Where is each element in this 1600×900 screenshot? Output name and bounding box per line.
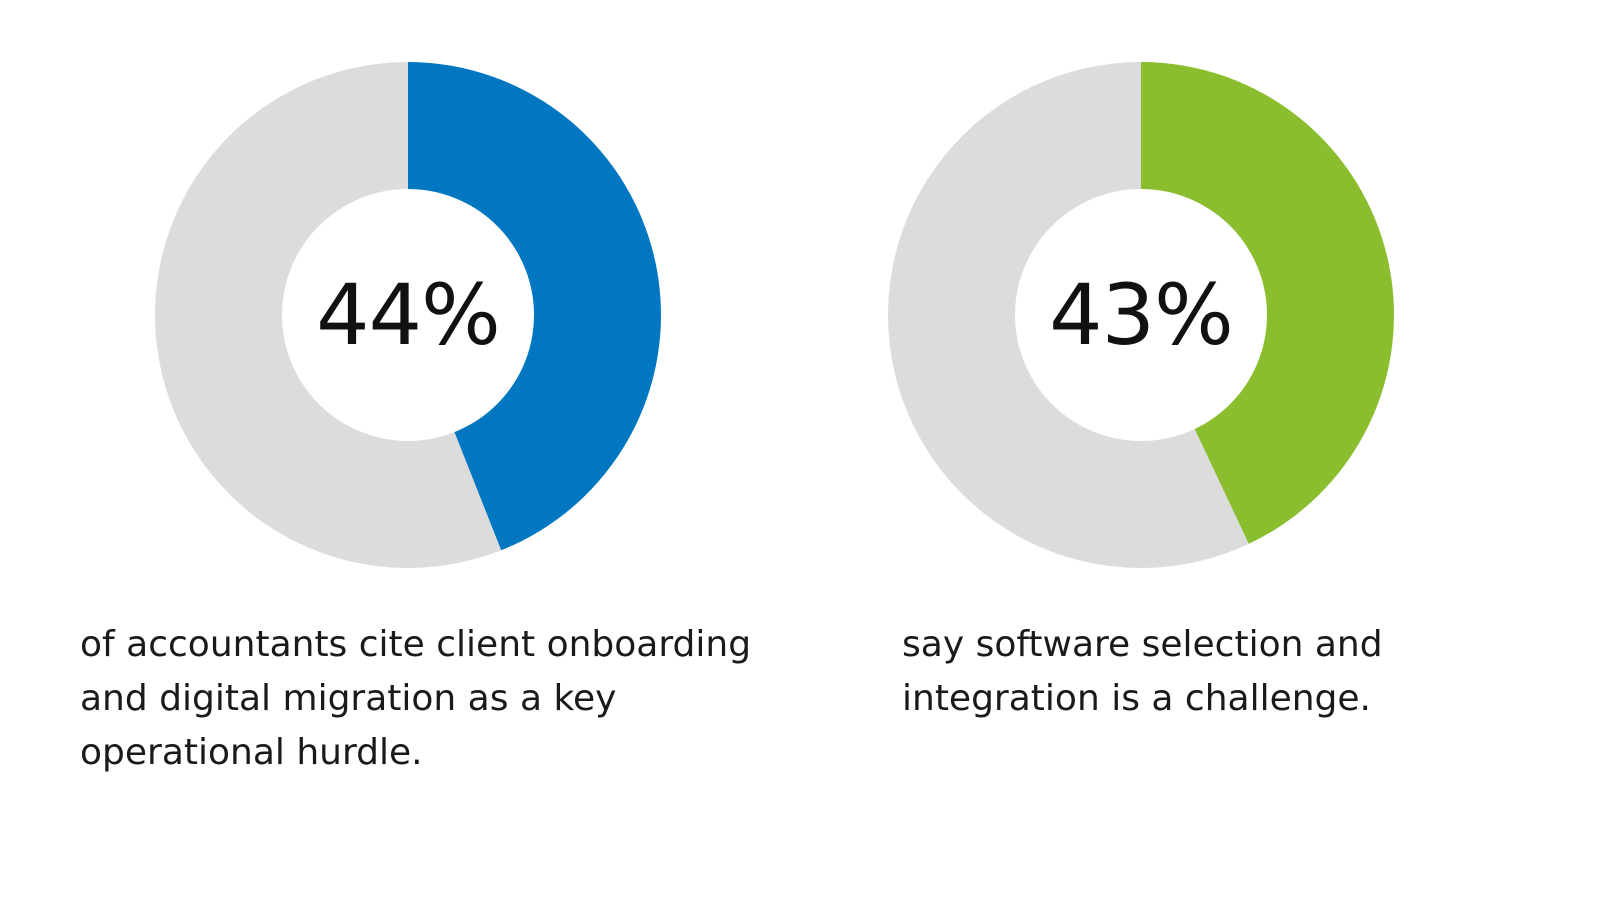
donut-chart-svg [888,62,1394,568]
donut-slice-value [1141,62,1394,544]
donut-slice-value [408,62,662,551]
donut-slice-remainder [155,62,502,568]
stat-caption: of accountants cite client onboarding an… [80,624,752,773]
stat-caption: say software selection and integration i… [902,624,1383,719]
stat-panel-right: 43% say software selection and integrati… [740,0,1540,900]
donut-chart: 44% [153,60,663,570]
donut-slice-remainder [888,62,1249,568]
stat-panel-left: 44% of accountants cite client onboardin… [80,60,752,773]
donut-chart-svg [155,62,662,568]
donut-chart: 43% [886,60,1396,570]
